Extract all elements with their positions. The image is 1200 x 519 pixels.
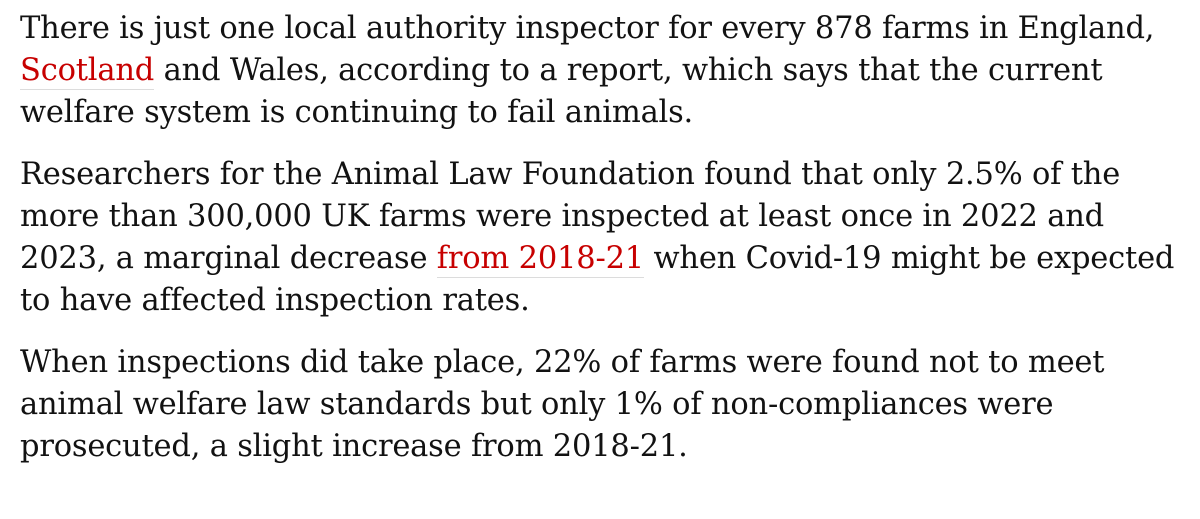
scotland-link[interactable]: Scotland xyxy=(20,53,155,90)
paragraph-2-text-end: when Covid-19 might be expected to have … xyxy=(20,241,1175,318)
paragraph-3-text: When inspections did take place, 22% of … xyxy=(20,345,1105,464)
paragraph-1: There is just one local authority inspec… xyxy=(20,8,1190,134)
paragraph-1-text-start: There is just one local authority inspec… xyxy=(20,11,1155,46)
paragraph-2-text-start: Researchers for the Animal Law Foundatio… xyxy=(20,157,1121,276)
paragraph-1-text-end: and Wales, according to a report, which … xyxy=(20,53,1103,130)
paragraph-3: When inspections did take place, 22% of … xyxy=(20,342,1190,468)
from-2018-21-link[interactable]: from 2018-21 xyxy=(436,241,644,278)
article-body: There is just one local authority inspec… xyxy=(20,8,1190,488)
paragraph-2: Researchers for the Animal Law Foundatio… xyxy=(20,154,1190,322)
